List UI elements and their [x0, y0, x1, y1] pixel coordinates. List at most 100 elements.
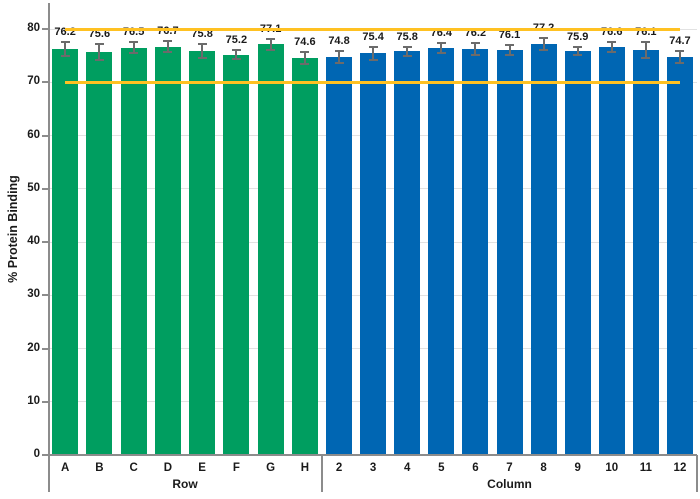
- x-tick-label-C: C: [129, 462, 138, 474]
- error-bar-cap-bottom-2: [334, 61, 344, 64]
- error-bar-cap-top-C: [129, 40, 139, 43]
- bar-6: [462, 49, 489, 455]
- error-bar-cap-bottom-8: [539, 48, 549, 51]
- reference-line-70: [65, 80, 680, 84]
- error-bar-H: [303, 51, 306, 64]
- x-tick-label-H: H: [300, 462, 310, 474]
- bar-value-label-F: 75.2: [225, 33, 248, 46]
- bar-G: [257, 44, 284, 455]
- x-tick-label-B: B: [95, 462, 104, 474]
- x-tick-label-8: 8: [540, 462, 547, 474]
- y-tick-mark-0: [42, 454, 48, 456]
- error-bar-cap-bottom-D: [163, 51, 173, 54]
- error-bar-cap-top-5: [436, 42, 446, 45]
- x-tick-label-4: 4: [404, 462, 411, 474]
- error-bar-cap-bottom-H: [300, 62, 310, 65]
- bar-A: [52, 49, 79, 455]
- error-bar-cap-bottom-5: [436, 51, 446, 54]
- bar-5: [428, 48, 455, 455]
- error-bar-cap-bottom-12: [675, 62, 685, 65]
- bar-2: [326, 56, 353, 455]
- bar-value-label-12: 74.7: [669, 35, 691, 48]
- x-tick-label-A: A: [60, 462, 70, 474]
- y-tick-mark-20: [42, 347, 48, 350]
- error-bar-cap-top-3: [368, 45, 378, 48]
- y-tick-label-20: 20: [27, 341, 40, 354]
- x-axis-line: [48, 454, 697, 456]
- error-bar-cap-bottom-4: [402, 55, 412, 58]
- bar-B: [86, 52, 113, 455]
- y-tick-mark-10: [42, 400, 48, 403]
- bar-E: [189, 51, 216, 455]
- y-tick-mark-40: [42, 241, 48, 243]
- bar-8: [530, 43, 557, 455]
- reference-line-80: [65, 27, 680, 31]
- x-tick-label-E: E: [198, 462, 206, 474]
- bar-H: [291, 57, 318, 455]
- axis-group-label-column: Column: [487, 477, 532, 491]
- error-bar-cap-top-8: [539, 37, 549, 40]
- axis-group-label-row: Row: [172, 477, 198, 491]
- bar-3: [360, 53, 387, 455]
- error-bar-6: [474, 43, 477, 56]
- y-tick-label-40: 40: [27, 235, 40, 247]
- y-tick-label-60: 60: [27, 128, 40, 141]
- y-tick-label-0: 0: [33, 448, 40, 460]
- error-bar-B: [98, 44, 101, 61]
- x-tick-label-3: 3: [369, 462, 377, 474]
- error-bar-cap-bottom-C: [129, 52, 139, 55]
- error-bar-cap-bottom-3: [368, 59, 378, 62]
- bar-7: [496, 49, 523, 455]
- error-bar-cap-bottom-6: [470, 54, 480, 57]
- bar-D: [154, 46, 181, 455]
- error-bar-5: [440, 43, 443, 53]
- y-tick-mark-30: [42, 294, 48, 297]
- y-tick-mark-50: [42, 187, 48, 190]
- bar-value-label-4: 75.8: [396, 30, 418, 43]
- x-tick-label-7: 7: [506, 462, 513, 474]
- x-tick-label-F: F: [232, 462, 240, 474]
- error-bar-12: [678, 51, 681, 64]
- x-tick-label-5: 5: [438, 462, 445, 474]
- x-tick-label-10: 10: [605, 462, 619, 474]
- x-tick-label-11: 11: [639, 462, 652, 474]
- bar-value-label-B: 75.6: [88, 28, 111, 41]
- bar-F: [223, 54, 250, 455]
- error-bar-A: [64, 42, 67, 57]
- bar-10: [598, 47, 625, 455]
- error-bar-3: [372, 46, 375, 61]
- y-tick-label-10: 10: [27, 394, 40, 407]
- x-tick-label-D: D: [163, 462, 173, 474]
- error-bar-4: [406, 46, 409, 57]
- x-tick-label-9: 9: [574, 462, 581, 474]
- error-bar-cap-bottom-A: [60, 55, 70, 58]
- error-bar-cap-top-F: [231, 48, 241, 51]
- error-bar-cap-bottom-10: [607, 50, 617, 53]
- error-bar-cap-top-G: [266, 37, 276, 40]
- x-tick-label-12: 12: [673, 462, 687, 474]
- y-tick-label-50: 50: [27, 181, 40, 194]
- y-axis-line: [48, 3, 50, 492]
- error-bar-C: [132, 41, 135, 54]
- error-bar-cap-bottom-E: [197, 57, 207, 60]
- error-bar-cap-bottom-9: [573, 54, 583, 57]
- error-bar-F: [235, 49, 238, 60]
- error-bar-cap-top-H: [300, 50, 310, 53]
- y-tick-label-80: 80: [27, 22, 40, 34]
- error-bar-cap-bottom-B: [94, 59, 104, 62]
- error-bar-2: [338, 50, 341, 63]
- error-bar-cap-top-7: [505, 43, 514, 46]
- x-tick-label-G: G: [266, 462, 276, 474]
- error-bar-cap-bottom-11: [641, 56, 651, 59]
- error-bar-D: [166, 40, 169, 53]
- bar-4: [394, 51, 421, 455]
- error-bar-cap-bottom-F: [231, 58, 241, 61]
- bar-value-label-E: 75.8: [191, 28, 213, 41]
- error-bar-cap-top-E: [197, 43, 207, 46]
- error-bar-7: [508, 44, 511, 55]
- error-bar-10: [610, 42, 613, 52]
- error-bar-cap-top-12: [675, 50, 685, 53]
- bar-value-label-9: 75.9: [566, 30, 589, 43]
- error-bar-cap-top-6: [470, 42, 480, 45]
